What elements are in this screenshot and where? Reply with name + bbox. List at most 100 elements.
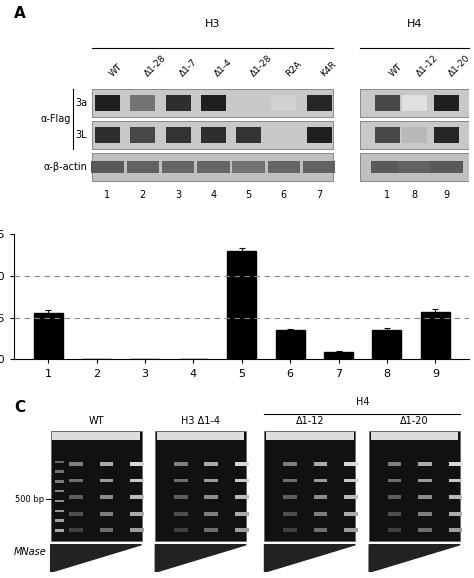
Bar [197, 161, 229, 173]
Bar [174, 495, 188, 499]
Text: A: A [14, 6, 26, 21]
Bar [100, 512, 113, 516]
Bar [204, 512, 218, 516]
Bar [204, 495, 218, 499]
Bar [314, 495, 327, 499]
Text: WT: WT [108, 62, 124, 78]
Bar [235, 512, 248, 516]
Text: 1: 1 [384, 190, 391, 200]
Bar [307, 127, 332, 143]
Text: Δ1-20: Δ1-20 [401, 416, 429, 426]
Bar [174, 528, 188, 532]
Text: H4: H4 [407, 19, 422, 29]
Bar [235, 528, 248, 532]
Polygon shape [51, 544, 142, 572]
Text: R2A: R2A [284, 59, 303, 78]
Bar [344, 495, 358, 499]
Text: H3: H3 [204, 19, 220, 29]
Bar [130, 127, 155, 143]
Bar [388, 479, 401, 483]
Bar [314, 512, 327, 516]
Text: α-β-actin: α-β-actin [43, 162, 87, 172]
Bar [371, 432, 458, 440]
Bar [91, 161, 124, 173]
Bar [421, 312, 450, 360]
Bar [95, 95, 120, 111]
Text: 4: 4 [210, 190, 216, 200]
Text: Δ1-12: Δ1-12 [296, 416, 324, 426]
Text: 6: 6 [281, 190, 287, 200]
Bar [174, 512, 188, 516]
Text: MNase: MNase [13, 547, 46, 557]
Bar [314, 528, 327, 532]
Text: 3: 3 [175, 190, 181, 200]
Bar [449, 512, 463, 516]
Polygon shape [155, 544, 246, 572]
Bar [449, 495, 463, 499]
Bar [174, 479, 188, 483]
Bar [449, 528, 463, 532]
Bar [402, 127, 427, 143]
Bar [162, 161, 194, 173]
Bar [307, 95, 332, 111]
Bar [388, 512, 401, 516]
Bar [130, 95, 155, 111]
Bar [418, 479, 432, 483]
Bar [91, 90, 333, 117]
Bar [69, 495, 83, 499]
Bar [434, 127, 459, 143]
Bar [264, 431, 356, 541]
Bar [55, 529, 64, 532]
Bar [235, 495, 248, 499]
Bar [69, 462, 83, 466]
Bar [402, 95, 427, 111]
Bar [388, 462, 401, 466]
Bar [69, 528, 83, 532]
Bar [55, 500, 64, 502]
Bar [418, 495, 432, 499]
Text: Δ1-4: Δ1-4 [213, 57, 234, 78]
Bar [95, 127, 120, 143]
Text: WT: WT [387, 62, 404, 78]
Bar [127, 161, 159, 173]
Bar [324, 352, 353, 360]
Bar [130, 462, 144, 466]
Text: Δ1-7: Δ1-7 [178, 57, 199, 78]
Bar [369, 431, 460, 541]
Bar [235, 462, 248, 466]
Bar [418, 528, 432, 532]
Bar [165, 127, 191, 143]
Text: 3L: 3L [75, 130, 87, 140]
Bar [430, 161, 463, 173]
Bar [266, 432, 354, 440]
Bar [55, 461, 64, 463]
Bar [100, 495, 113, 499]
Bar [344, 512, 358, 516]
Bar [344, 462, 358, 466]
Bar [130, 512, 144, 516]
Bar [130, 479, 144, 483]
Bar [232, 161, 265, 173]
Text: Δ1-12: Δ1-12 [415, 53, 440, 78]
Bar [398, 161, 431, 173]
Bar [271, 95, 296, 111]
Bar [373, 330, 401, 360]
Bar [235, 479, 248, 483]
Bar [388, 495, 401, 499]
Bar [204, 479, 218, 483]
Bar [100, 462, 113, 466]
Bar [283, 479, 297, 483]
Bar [155, 431, 246, 541]
Text: K4R: K4R [319, 59, 338, 78]
Text: 1: 1 [104, 190, 110, 200]
Bar [303, 161, 336, 173]
Bar [344, 479, 358, 483]
Bar [201, 95, 226, 111]
Bar [434, 95, 459, 111]
Bar [204, 528, 218, 532]
Bar [314, 462, 327, 466]
Bar [283, 512, 297, 516]
Bar [55, 510, 64, 512]
Text: 2: 2 [140, 190, 146, 200]
Bar [130, 528, 144, 532]
